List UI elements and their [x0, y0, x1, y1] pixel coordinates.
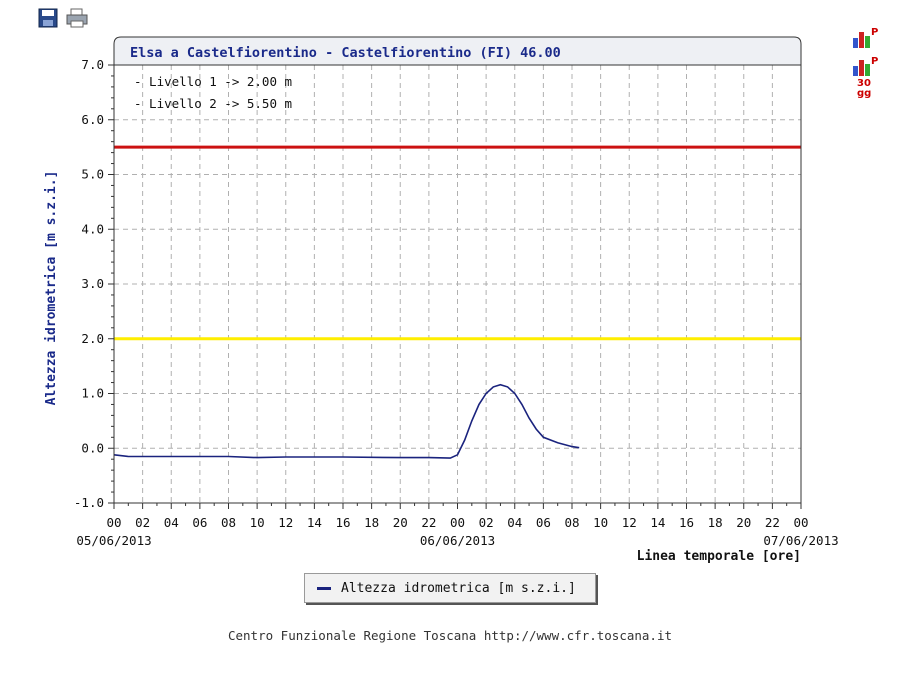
y-tick-label: -1.0: [74, 495, 104, 510]
side-label-30: 30: [857, 78, 871, 89]
x-tick-label: 16: [679, 515, 694, 530]
y-tick-label: 5.0: [81, 167, 104, 182]
series-layer: [113, 383, 580, 459]
threshold-label-2: - Livello 2 -> 5.50 m: [134, 96, 292, 111]
legend-swatch: [317, 586, 331, 590]
x-axis-label: Linea temporale [ore]: [637, 549, 801, 564]
chart-axes: -1.0 0.0 1.0 2.0 3.0 4.0 5.0 6.0 7.0 00 02 04 06 08 10…: [44, 57, 839, 564]
x-tick-label: 20: [736, 515, 751, 530]
x-tick-label: 06: [192, 515, 207, 530]
x-tick-label: 18: [708, 515, 723, 530]
x-tick-label: 10: [593, 515, 608, 530]
y-tick-label: 2.0: [81, 331, 104, 346]
x-tick-label: 14: [650, 515, 665, 530]
x-tick-label: 00: [793, 515, 808, 530]
y-tick-label: 3.0: [81, 276, 104, 291]
bar-chart-p-30gg-icon[interactable]: P 30 gg: [850, 56, 880, 99]
x-tick-label: 12: [622, 515, 637, 530]
x-tick-label: 08: [564, 515, 579, 530]
x-date-label: 06/06/2013: [420, 533, 495, 548]
threshold-label-1: - Livello 1 -> 2.00 m: [134, 74, 292, 89]
hydrometric-chart: -1.0 0.0 1.0 2.0 3.0 4.0 5.0 6.0 7.0 00 02 04 06 08 10…: [44, 36, 839, 564]
printer-icon[interactable]: [66, 8, 88, 30]
x-tick-label: 14: [307, 515, 322, 530]
x-date-label: 05/06/2013: [76, 533, 151, 548]
chart-title: Elsa a Castelfiorentino - Castelfiorenti…: [130, 45, 561, 61]
x-tick-label: 10: [250, 515, 265, 530]
y-tick-label: 0.0: [81, 440, 104, 455]
side-label-p: P: [871, 27, 878, 38]
threshold-annotations: - Livello 1 -> 2.00 m - Livello 2 -> 5.50…: [134, 74, 292, 111]
x-tick-label: 06: [536, 515, 551, 530]
chart-grid: [114, 65, 801, 503]
side-label-gg: gg: [857, 88, 871, 98]
x-tick-label: 20: [393, 515, 408, 530]
x-tick-label: 02: [479, 515, 494, 530]
chart-title-bar: Elsa a Castelfiorentino - Castelfiorenti…: [113, 36, 802, 66]
x-tick-label: 16: [335, 515, 350, 530]
x-tick-label: 02: [135, 515, 150, 530]
x-tick-label: 12: [278, 515, 293, 530]
legend-label: Altezza idrometrica [m s.z.i.]: [341, 580, 576, 596]
y-tick-label: 6.0: [81, 112, 104, 127]
x-tick-label: 22: [421, 515, 436, 530]
floppy-disk-icon[interactable]: [38, 8, 58, 30]
threshold-lines: [114, 145, 801, 341]
footer-credit: Centro Funzionale Regione Toscana http:/…: [227, 628, 672, 643]
chart-legend: Altezza idrometrica [m s.z.i.]: [304, 573, 596, 603]
side-label-p2: P: [871, 56, 878, 67]
x-tick-label: 04: [164, 515, 179, 530]
series-line: [113, 383, 580, 459]
y-tick-label: 7.0: [81, 57, 104, 72]
bar-chart-p-icon[interactable]: P: [850, 26, 880, 50]
x-tick-label: 00: [450, 515, 465, 530]
y-tick-label: 4.0: [81, 221, 104, 236]
x-tick-label: 08: [221, 515, 236, 530]
y-tick-label: 1.0: [81, 386, 104, 401]
x-tick-label: 18: [364, 515, 379, 530]
title-bar: [113, 36, 802, 66]
x-tick-label: 00: [106, 515, 121, 530]
x-date-label: 07/06/2013: [763, 533, 838, 548]
x-tick-label: 04: [507, 515, 522, 530]
y-axis-label: Altezza idrometrica [m s.z.i.]: [44, 171, 59, 406]
x-tick-label: 22: [765, 515, 780, 530]
